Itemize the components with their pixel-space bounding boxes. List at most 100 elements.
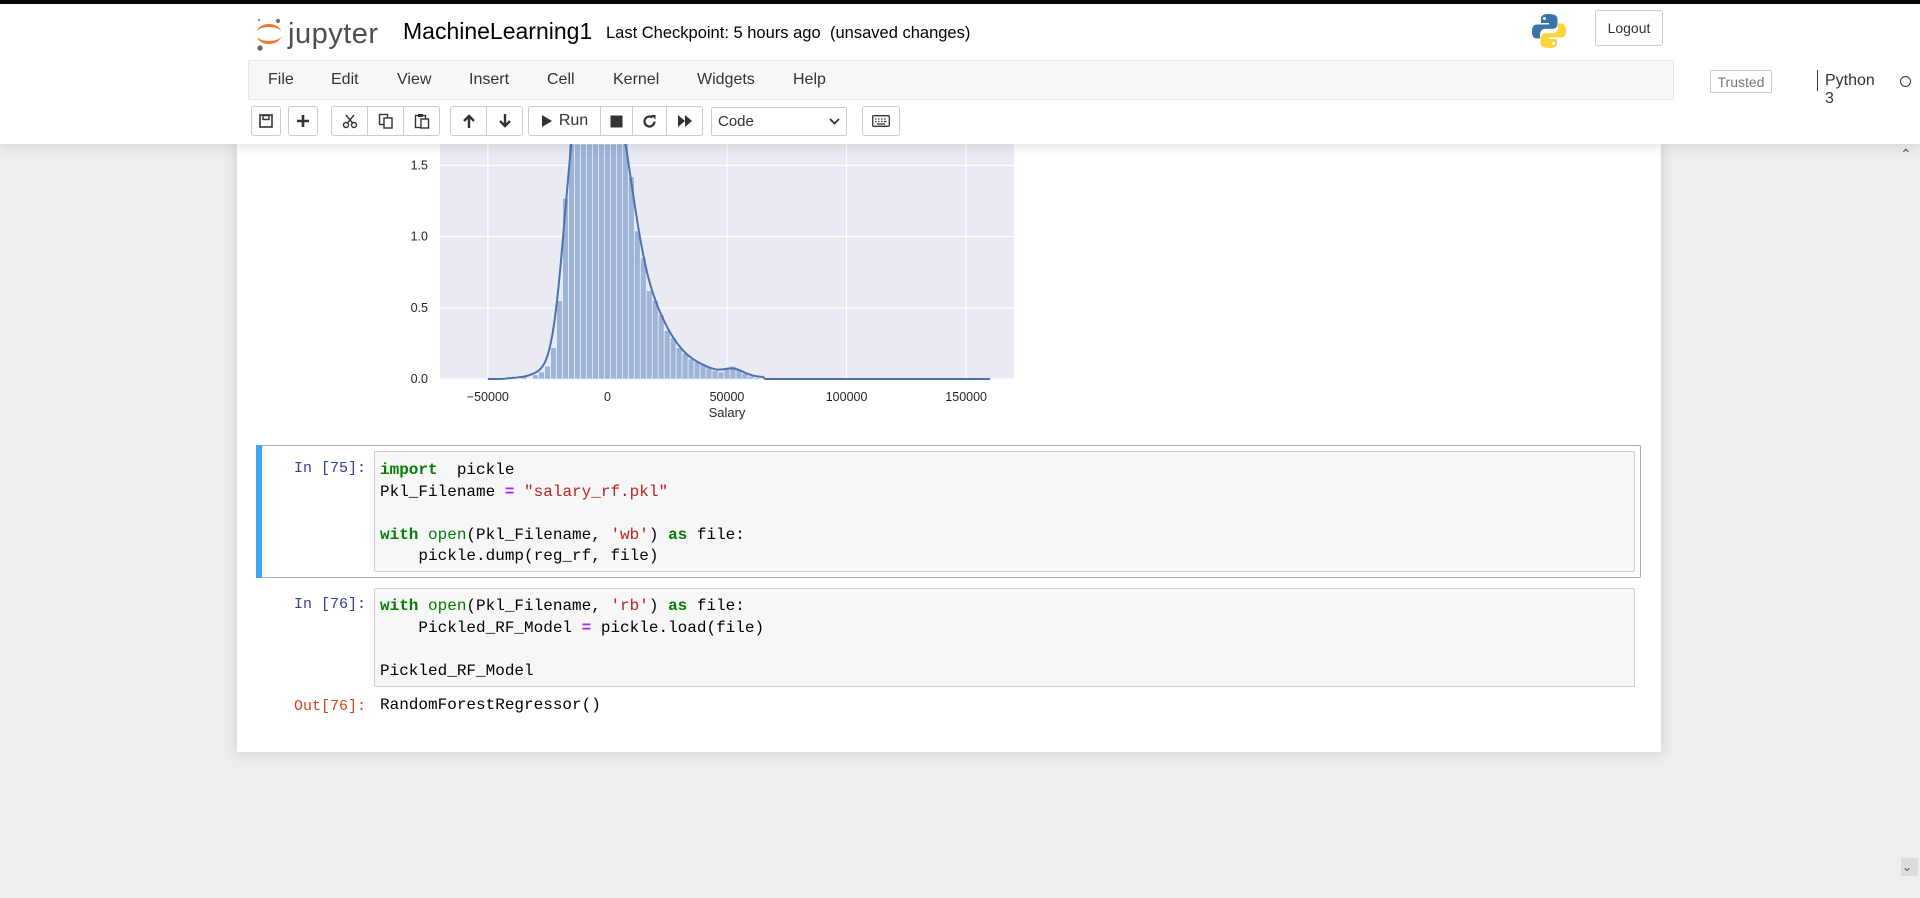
run-label: Run: [558, 112, 589, 129]
y-tick-label: 0.0: [411, 372, 428, 386]
menu-help[interactable]: Help: [793, 71, 826, 88]
cell-type-select[interactable]: Code: [711, 107, 847, 136]
save-button[interactable]: [251, 106, 281, 136]
x-tick-label: 150000: [945, 390, 987, 404]
x-axis-ticks: −50000 0 50000 100000 150000: [467, 390, 987, 404]
jupyter-logo-text: jupyter: [288, 17, 379, 50]
histogram-bar: [615, 144, 623, 380]
code-line: Pkl_Filename = "salary_rf.pkl": [380, 482, 669, 501]
cell-input-prompt: In [75]:: [293, 460, 366, 477]
menu-edit[interactable]: Edit: [331, 71, 359, 88]
salary-distribution-plot: 0.0 0.5 1.0 1.5 −50000 0 50000 100000 150000 Sa…: [411, 144, 1014, 420]
histogram-bar: [586, 144, 593, 380]
x-tick-label: −50000: [467, 390, 509, 404]
paste-button[interactable]: [403, 106, 440, 136]
histogram-bar: [580, 144, 587, 380]
menu-view[interactable]: View: [397, 71, 432, 88]
cell-output-text: RandomForestRegressor(): [380, 696, 601, 714]
fast-forward-icon: [677, 115, 692, 127]
x-tick-label: 0: [604, 390, 611, 404]
code-line: import pickle: [380, 461, 515, 479]
restart-button[interactable]: [632, 106, 667, 136]
notebook-name[interactable]: MachineLearning1: [403, 18, 593, 44]
scrollbar-thumb[interactable]: [1901, 858, 1918, 876]
histogram-bar: [705, 367, 713, 380]
histogram-bar: [675, 347, 683, 380]
histogram-bar: [693, 361, 701, 380]
kernel-idle-icon: [1900, 76, 1911, 87]
trusted-indicator[interactable]: Trusted: [1710, 70, 1772, 93]
histogram-bar: [532, 374, 540, 380]
histogram-bar: [717, 371, 725, 380]
code-line: Pickled_RF_Model = pickle.load(file): [380, 618, 765, 637]
cell-selection-indicator: [256, 445, 262, 578]
jupyter-logo-icon: [257, 18, 281, 51]
histogram-bar: [651, 300, 659, 380]
histogram-bar: [669, 337, 677, 380]
restart-run-all-button[interactable]: [666, 106, 703, 136]
run-icon: [541, 115, 552, 127]
insert-cell-button[interactable]: [288, 106, 318, 136]
x-tick-label: 100000: [826, 390, 868, 404]
cut-icon: [342, 114, 357, 129]
window-top-border: [0, 0, 1920, 4]
histogram-bar: [574, 144, 581, 380]
histogram-bar: [592, 144, 599, 380]
histogram-bar: [633, 230, 641, 380]
histogram-bar: [544, 365, 552, 380]
unsaved-changes-indicator: (unsaved changes): [830, 24, 971, 42]
histogram-bar: [604, 144, 611, 380]
copy-button[interactable]: [367, 106, 404, 136]
histogram-bar: [657, 314, 665, 380]
kernel-name: Python 3: [1825, 72, 1875, 107]
histogram-bar: [747, 375, 755, 380]
cell-output-prompt: Out[76]:: [293, 698, 366, 715]
command-palette-button[interactable]: [862, 106, 900, 136]
code-editor[interactable]: import pickle Pkl_Filename = "salary_rf.p…: [374, 451, 1635, 572]
restart-icon: [643, 114, 656, 128]
histogram-bar: [627, 176, 635, 380]
paste-icon: [414, 114, 429, 129]
cut-button[interactable]: [331, 106, 368, 136]
menu-insert[interactable]: Insert: [469, 71, 510, 88]
chevron-down-icon: [829, 118, 840, 125]
histogram-bar: [639, 257, 647, 380]
x-axis-label: Salary: [709, 405, 746, 420]
menu-cell[interactable]: Cell: [547, 71, 575, 88]
stop-icon: [610, 115, 623, 127]
jupyter-logo[interactable]: jupyter: [254, 14, 379, 54]
logout-button[interactable]: Logout: [1595, 10, 1663, 46]
save-icon: [259, 114, 273, 128]
interrupt-button[interactable]: [600, 106, 633, 136]
histogram-bar: [681, 352, 689, 380]
cell-input-prompt: In [76]:: [293, 596, 366, 613]
menu-file[interactable]: File: [268, 71, 294, 88]
histogram-bar: [711, 370, 719, 380]
histogram-bar: [753, 377, 761, 380]
code-line: pickle.dump(reg_rf, file): [380, 547, 659, 565]
arrow-up-icon: [462, 114, 475, 128]
histogram-bar: [645, 290, 653, 380]
menu-widgets[interactable]: Widgets: [697, 71, 755, 88]
python-logo-icon: [1532, 14, 1566, 48]
y-tick-label: 1.5: [411, 158, 428, 172]
kde-curve: [487, 144, 991, 380]
code-line: [380, 639, 1630, 661]
move-down-button[interactable]: [486, 106, 523, 136]
code-editor[interactable]: with open(Pkl_Filename, 'rb') as file: P…: [374, 588, 1635, 687]
toolbar: Run Code: [248, 104, 1672, 138]
code-line: [380, 503, 1630, 525]
scroll-down-icon[interactable]: ⌄: [1902, 860, 1913, 874]
move-up-button[interactable]: [450, 106, 487, 136]
histogram-bar: [610, 144, 617, 380]
histogram-bars: [508, 144, 761, 380]
code-line: with open(Pkl_Filename, 'wb') as file:: [380, 525, 745, 544]
run-button[interactable]: Run: [528, 106, 601, 136]
notebook-header: jupyter MachineLearning1 Last Checkpoint…: [0, 4, 1920, 144]
menu-kernel[interactable]: Kernel: [613, 71, 660, 88]
checkpoint-status: Last Checkpoint: 5 hours ago: [606, 24, 821, 42]
scroll-up-icon[interactable]: ⌃: [1900, 146, 1912, 162]
histogram-bar: [699, 364, 707, 380]
arrow-down-icon: [498, 114, 511, 128]
histogram-bar: [538, 371, 546, 380]
